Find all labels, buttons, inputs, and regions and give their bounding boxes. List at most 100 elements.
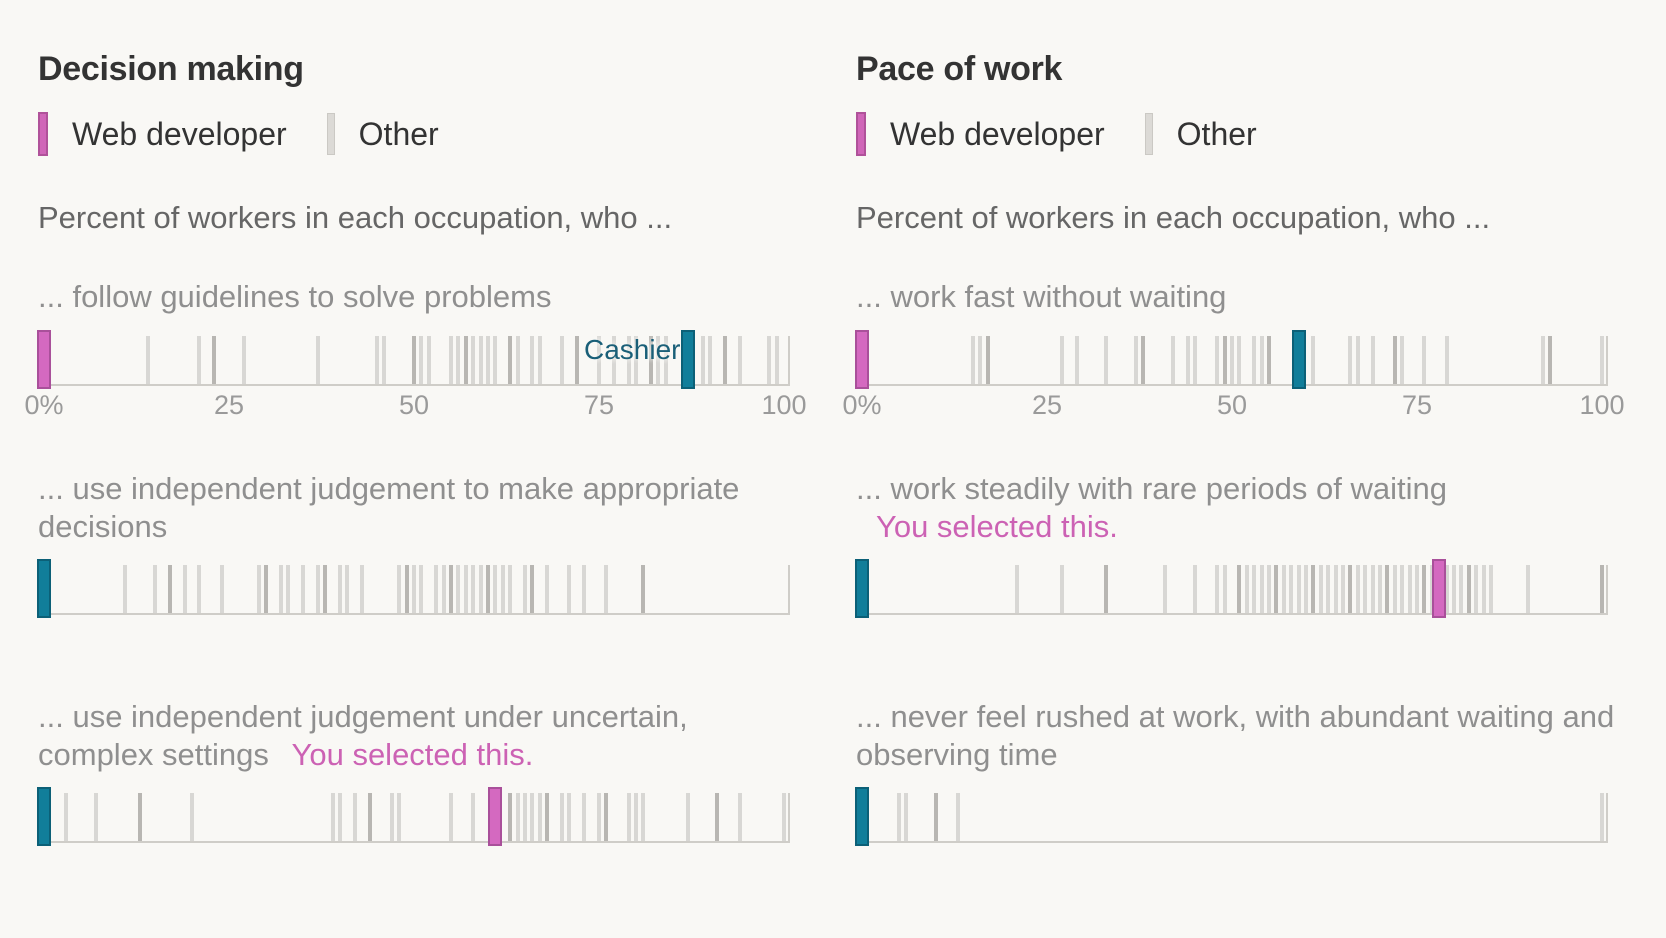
other-occupation-tick[interactable] xyxy=(582,565,586,615)
other-occupation-tick[interactable] xyxy=(604,565,608,615)
other-occupation-tick[interactable] xyxy=(508,565,512,615)
other-occupation-tick[interactable] xyxy=(649,336,653,386)
other-occupation-tick[interactable] xyxy=(338,565,342,615)
other-occupation-tick[interactable] xyxy=(345,565,349,615)
other-occupation-tick[interactable] xyxy=(1600,565,1604,615)
other-occupation-tick[interactable] xyxy=(738,336,742,386)
other-occupation-tick[interactable] xyxy=(567,793,571,843)
other-occupation-tick[interactable] xyxy=(1363,565,1367,615)
other-occupation-tick[interactable] xyxy=(471,565,475,615)
other-occupation-tick[interactable] xyxy=(64,793,68,843)
other-occupation-tick[interactable] xyxy=(1223,336,1227,386)
other-occupation-tick[interactable] xyxy=(701,336,705,386)
other-occupation-tick[interactable] xyxy=(1378,565,1382,615)
other-occupation-tick[interactable] xyxy=(664,336,668,386)
other-occupation-tick[interactable] xyxy=(190,793,194,843)
other-occupation-tick[interactable] xyxy=(471,336,475,386)
other-occupation-tick[interactable] xyxy=(1297,565,1301,615)
other-occupation-tick[interactable] xyxy=(419,565,423,615)
other-occupation-tick[interactable] xyxy=(1274,565,1278,615)
other-occupation-tick[interactable] xyxy=(545,565,549,615)
other-occupation-tick[interactable] xyxy=(1104,336,1108,386)
other-occupation-tick[interactable] xyxy=(286,565,290,615)
other-occupation-tick[interactable] xyxy=(94,793,98,843)
other-occupation-tick[interactable] xyxy=(582,793,586,843)
other-occupation-tick[interactable] xyxy=(1163,565,1167,615)
other-occupation-tick[interactable] xyxy=(316,565,320,615)
other-occupation-tick[interactable] xyxy=(1467,565,1471,615)
strip-plot[interactable] xyxy=(37,559,790,618)
other-occupation-tick[interactable] xyxy=(397,565,401,615)
other-occupation-tick[interactable] xyxy=(523,793,527,843)
other-occupation-tick[interactable] xyxy=(197,336,201,386)
other-occupation-tick[interactable] xyxy=(1252,565,1256,615)
other-occupation-tick[interactable] xyxy=(338,793,342,843)
other-occupation-tick[interactable] xyxy=(782,793,786,843)
other-occupation-tick[interactable] xyxy=(1356,565,1360,615)
other-occupation-tick[interactable] xyxy=(419,336,423,386)
other-occupation-tick[interactable] xyxy=(1348,336,1352,386)
strip-plot[interactable] xyxy=(37,787,790,846)
other-occupation-tick[interactable] xyxy=(442,565,446,615)
web-developer-marker[interactable] xyxy=(1432,559,1446,618)
other-occupation-tick[interactable] xyxy=(464,565,468,615)
other-occupation-tick[interactable] xyxy=(449,565,453,615)
other-occupation-tick[interactable] xyxy=(530,565,534,615)
other-occupation-tick[interactable] xyxy=(1474,565,1478,615)
other-occupation-tick[interactable] xyxy=(516,336,520,386)
other-occupation-tick[interactable] xyxy=(775,336,779,386)
other-occupation-tick[interactable] xyxy=(1186,336,1190,386)
other-occupation-tick[interactable] xyxy=(1400,336,1404,386)
other-occupation-tick[interactable] xyxy=(1445,336,1449,386)
other-occupation-tick[interactable] xyxy=(382,336,386,386)
other-occupation-tick[interactable] xyxy=(427,336,431,386)
other-occupation-tick[interactable] xyxy=(627,793,631,843)
other-occupation-tick[interactable] xyxy=(538,336,542,386)
other-occupation-tick[interactable] xyxy=(1104,565,1108,615)
other-occupation-tick[interactable] xyxy=(686,793,690,843)
other-occupation-tick[interactable] xyxy=(375,336,379,386)
other-occupation-tick[interactable] xyxy=(242,336,246,386)
highlighted-occupation-marker[interactable] xyxy=(681,330,695,389)
other-occupation-tick[interactable] xyxy=(523,565,527,615)
other-occupation-tick[interactable] xyxy=(279,565,283,615)
other-occupation-tick[interactable] xyxy=(264,565,268,615)
other-occupation-tick[interactable] xyxy=(604,793,608,843)
other-occupation-tick[interactable] xyxy=(360,565,364,615)
other-occupation-tick[interactable] xyxy=(956,793,960,843)
other-occupation-tick[interactable] xyxy=(723,336,727,386)
other-occupation-tick[interactable] xyxy=(168,565,172,615)
other-occupation-tick[interactable] xyxy=(530,793,534,843)
other-occupation-tick[interactable] xyxy=(1600,793,1604,843)
other-occupation-tick[interactable] xyxy=(1060,336,1064,386)
other-occupation-tick[interactable] xyxy=(1482,565,1486,615)
other-occupation-tick[interactable] xyxy=(1415,565,1419,615)
other-occupation-tick[interactable] xyxy=(567,565,571,615)
other-occupation-tick[interactable] xyxy=(767,336,771,386)
other-occupation-tick[interactable] xyxy=(1385,565,1389,615)
other-occupation-tick[interactable] xyxy=(597,793,601,843)
other-occupation-tick[interactable] xyxy=(1489,565,1493,615)
other-occupation-tick[interactable] xyxy=(1267,336,1271,386)
other-occupation-tick[interactable] xyxy=(1452,565,1456,615)
other-occupation-tick[interactable] xyxy=(1075,336,1079,386)
highlighted-occupation-marker[interactable] xyxy=(855,559,869,618)
other-occupation-tick[interactable] xyxy=(138,793,142,843)
other-occupation-tick[interactable] xyxy=(560,793,564,843)
other-occupation-tick[interactable] xyxy=(1230,336,1234,386)
other-occupation-tick[interactable] xyxy=(1422,565,1426,615)
other-occupation-tick[interactable] xyxy=(1260,336,1264,386)
other-occupation-tick[interactable] xyxy=(1600,336,1604,386)
other-occupation-tick[interactable] xyxy=(1445,565,1449,615)
other-occupation-tick[interactable] xyxy=(123,565,127,615)
other-occupation-tick[interactable] xyxy=(897,793,901,843)
other-occupation-tick[interactable] xyxy=(479,336,483,386)
other-occupation-tick[interactable] xyxy=(934,793,938,843)
other-occupation-tick[interactable] xyxy=(1348,565,1352,615)
other-occupation-tick[interactable] xyxy=(1193,565,1197,615)
other-occupation-tick[interactable] xyxy=(146,336,150,386)
other-occupation-tick[interactable] xyxy=(538,793,542,843)
other-occupation-tick[interactable] xyxy=(1237,336,1241,386)
other-occupation-tick[interactable] xyxy=(1193,336,1197,386)
other-occupation-tick[interactable] xyxy=(1215,565,1219,615)
